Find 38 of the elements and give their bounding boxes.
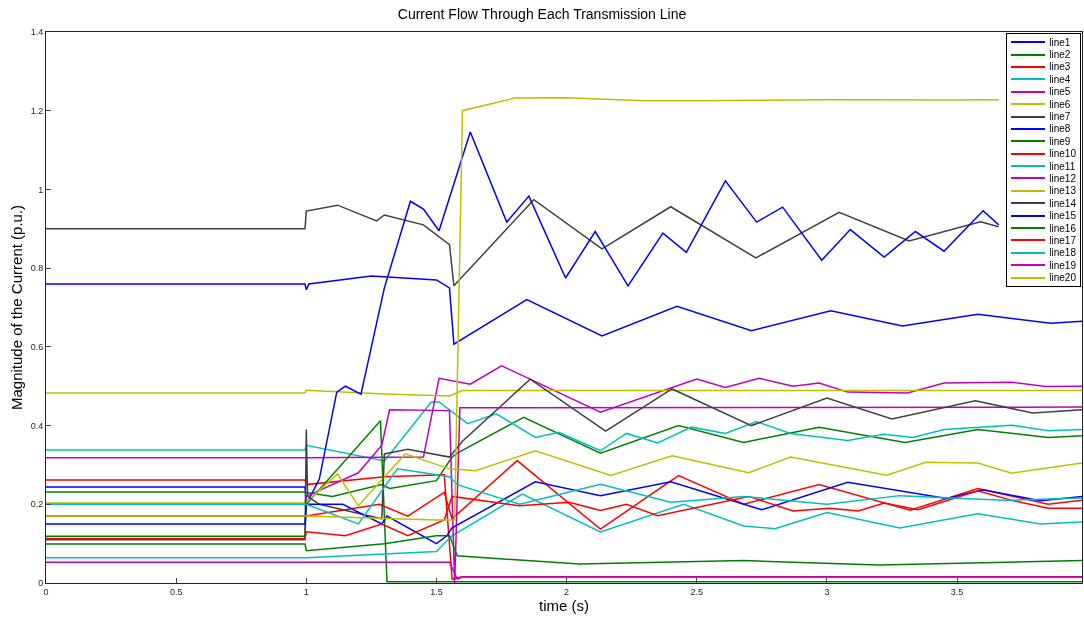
y-tick-label: 0.2 — [30, 499, 44, 510]
legend-label: line5 — [1049, 86, 1071, 98]
legend-label: line1 — [1049, 36, 1071, 48]
legend-label: line8 — [1049, 123, 1071, 135]
x-tick-label: 0.5 — [169, 586, 183, 597]
legend-label: line6 — [1049, 98, 1071, 110]
legend-label: line14 — [1049, 197, 1076, 209]
legend-label: line16 — [1049, 222, 1076, 234]
chart-title: Current Flow Through Each Transmission Line — [397, 6, 687, 23]
x-tick-label: 3 — [824, 586, 830, 597]
x-tick-label: 2.5 — [690, 586, 704, 597]
legend-label: line17 — [1049, 234, 1076, 246]
legend-label: line20 — [1049, 272, 1076, 284]
y-tick-label: 0.8 — [30, 263, 44, 274]
x-tick-label: 1.5 — [430, 586, 443, 597]
x-tick-label: 3.5 — [950, 586, 964, 597]
legend-label: line3 — [1049, 61, 1071, 73]
legend-label: line10 — [1049, 148, 1076, 160]
legend-label: line2 — [1049, 49, 1071, 61]
y-tick-label: 0.4 — [30, 420, 44, 431]
legend-label: line13 — [1049, 185, 1076, 197]
legend-label: line9 — [1049, 135, 1071, 147]
x-axis-title: time (s) — [539, 596, 589, 614]
legend-label: line12 — [1049, 172, 1076, 184]
y-tick-label: 0.6 — [30, 342, 44, 353]
legend-label: line4 — [1049, 73, 1071, 85]
legend-label: line19 — [1049, 259, 1076, 271]
legend-label: line15 — [1049, 210, 1076, 222]
y-tick-label: 1.2 — [30, 105, 44, 116]
y-axis-title: Magnitude of the Current (p.u.) — [7, 204, 25, 411]
y-tick-label: 0 — [38, 578, 44, 589]
x-tick-label: 1 — [303, 586, 309, 597]
x-tick-label: 2 — [564, 586, 570, 597]
legend-label: line18 — [1049, 247, 1076, 259]
y-tick-label: 1.4 — [30, 27, 44, 38]
legend-label: line11 — [1049, 160, 1076, 172]
legend-label: line7 — [1049, 111, 1071, 123]
y-tick-label: 1 — [38, 184, 44, 195]
